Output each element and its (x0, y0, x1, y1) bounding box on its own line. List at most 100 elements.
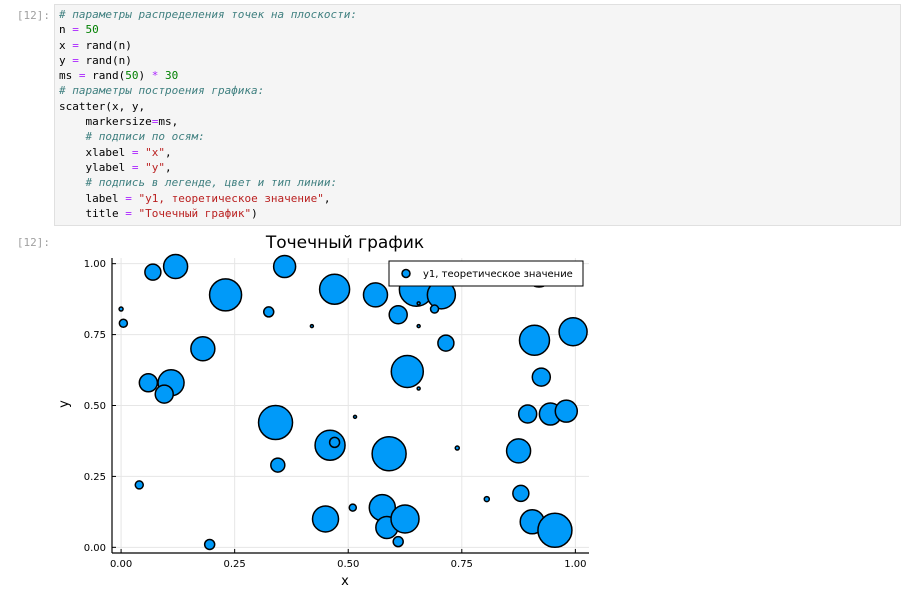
scatter-point (272, 254, 297, 279)
code-token: scatter(x, y, (59, 99, 146, 113)
scatter-point (416, 301, 421, 306)
scatter-point (309, 323, 315, 329)
scatter-point (190, 336, 216, 362)
chart-title: Точечный график (265, 233, 424, 253)
code-line: x = rand(n) (59, 38, 357, 53)
code-token: y (59, 53, 73, 67)
scatter-point (454, 445, 461, 451)
code-token: ms, (158, 115, 179, 129)
code-line: # параметры построения графика: (59, 83, 357, 98)
code-token: = (72, 38, 79, 52)
scatter-point (437, 334, 455, 352)
code-token: ) (138, 69, 152, 83)
code-token: label (59, 191, 126, 205)
x-tick-label: 1.00 (564, 559, 586, 570)
scatter-point (352, 414, 358, 420)
code-token: = (72, 53, 79, 67)
code-token: # подпись в легенде, цвет и тип линии: (85, 176, 338, 190)
code-token: x (59, 38, 73, 52)
legend-label: y1, теоретическое значение (423, 269, 573, 280)
scatter-point (517, 404, 538, 424)
data-points (118, 253, 588, 551)
x-axis-label: x (341, 574, 349, 589)
scatter-point (362, 282, 389, 308)
x-tick-label: 0.50 (337, 559, 359, 570)
code-cell[interactable]: # параметры распределения точек на плоск… (54, 4, 901, 226)
code-token (79, 23, 86, 36)
code-token: title (59, 206, 126, 220)
scatter-point (518, 324, 551, 357)
y-tick-label: 0.50 (84, 401, 106, 412)
scatter-point (416, 323, 421, 329)
code-line: markersize=ms, (59, 114, 357, 129)
code-token: # параметры построения графика: (59, 84, 265, 98)
scatter-point (537, 512, 573, 549)
scatter-point (138, 373, 159, 393)
scatter-point (505, 438, 532, 464)
y-tick-label: 1.00 (84, 259, 106, 270)
y-tick-label: 0.75 (84, 330, 106, 341)
code-token: rand(n) (78, 38, 132, 52)
code-token: ms (59, 69, 79, 83)
scatter-point (154, 384, 174, 404)
code-editor[interactable]: # параметры распределения точек на плоск… (59, 7, 357, 221)
x-tick-label: 0.25 (224, 559, 246, 570)
code-token: n (59, 23, 73, 37)
code-token: * (151, 69, 159, 83)
code-token: 50 (85, 23, 99, 37)
code-token: "y" (145, 160, 165, 174)
code-token (158, 69, 165, 82)
scatter-point (416, 386, 421, 391)
code-token: = (131, 145, 139, 159)
y-axis-label: y (57, 400, 72, 408)
code-token: # подписи по осям: (85, 130, 205, 144)
scatter-point (392, 535, 404, 548)
scatter-point (118, 306, 124, 312)
scatter-point (208, 278, 243, 312)
code-token: "x" (145, 145, 165, 159)
scatter-point (388, 304, 408, 325)
code-token (59, 176, 86, 189)
y-tick-label: 0.00 (84, 543, 106, 554)
code-line: label = "y1, теоретическое значение", (59, 191, 357, 206)
code-line: xlabel = "x", (59, 145, 357, 160)
scatter-point (162, 253, 189, 280)
scatter-point (311, 505, 340, 533)
code-token: , (164, 145, 172, 159)
code-token: 50 (125, 69, 139, 83)
scatter-point (390, 354, 425, 389)
scatter-point (144, 263, 162, 281)
x-tick-label: 0.75 (451, 559, 473, 570)
scatter-point (371, 435, 407, 472)
code-token: 30 (165, 69, 179, 83)
scatter-point (531, 367, 552, 387)
scatter-point (257, 404, 294, 441)
code-token: = (72, 23, 79, 37)
axes (111, 258, 589, 554)
code-line: n = 50 (59, 22, 357, 37)
code-token: , (164, 160, 172, 174)
scatter-point (134, 480, 145, 490)
code-token: , (323, 191, 331, 205)
tick-labels: 0.00 0.25 0.50 0.75 1.00 0.00 0.25 0.50 0.75 1.00 (84, 259, 587, 570)
code-line: ylabel = "y", (59, 160, 357, 175)
input-prompt: [12]: (16, 9, 50, 22)
scatter-chart: Точечный график 0.00 0.25 0.50 0.75 1.000.00… (57, 233, 589, 589)
code-token: = (151, 115, 159, 129)
y-tick-label: 0.25 (84, 472, 106, 483)
scatter-point (554, 399, 579, 423)
code-line: # параметры распределения точек на плоск… (59, 7, 357, 22)
scatter-point (318, 273, 351, 305)
scatter-point (512, 484, 530, 503)
scatter-point (203, 538, 216, 551)
legend-box (388, 260, 584, 287)
scatter-point (270, 457, 286, 473)
scatter-point (558, 317, 588, 347)
code-token: ) (251, 206, 258, 220)
code-token: = (125, 191, 132, 205)
scatter-point (262, 306, 275, 318)
code-token: ylabel (59, 160, 132, 174)
legend-marker (401, 268, 411, 279)
code-token: "y1, теоретическое значение" (138, 191, 324, 205)
code-line: scatter(x, y, (59, 99, 357, 114)
